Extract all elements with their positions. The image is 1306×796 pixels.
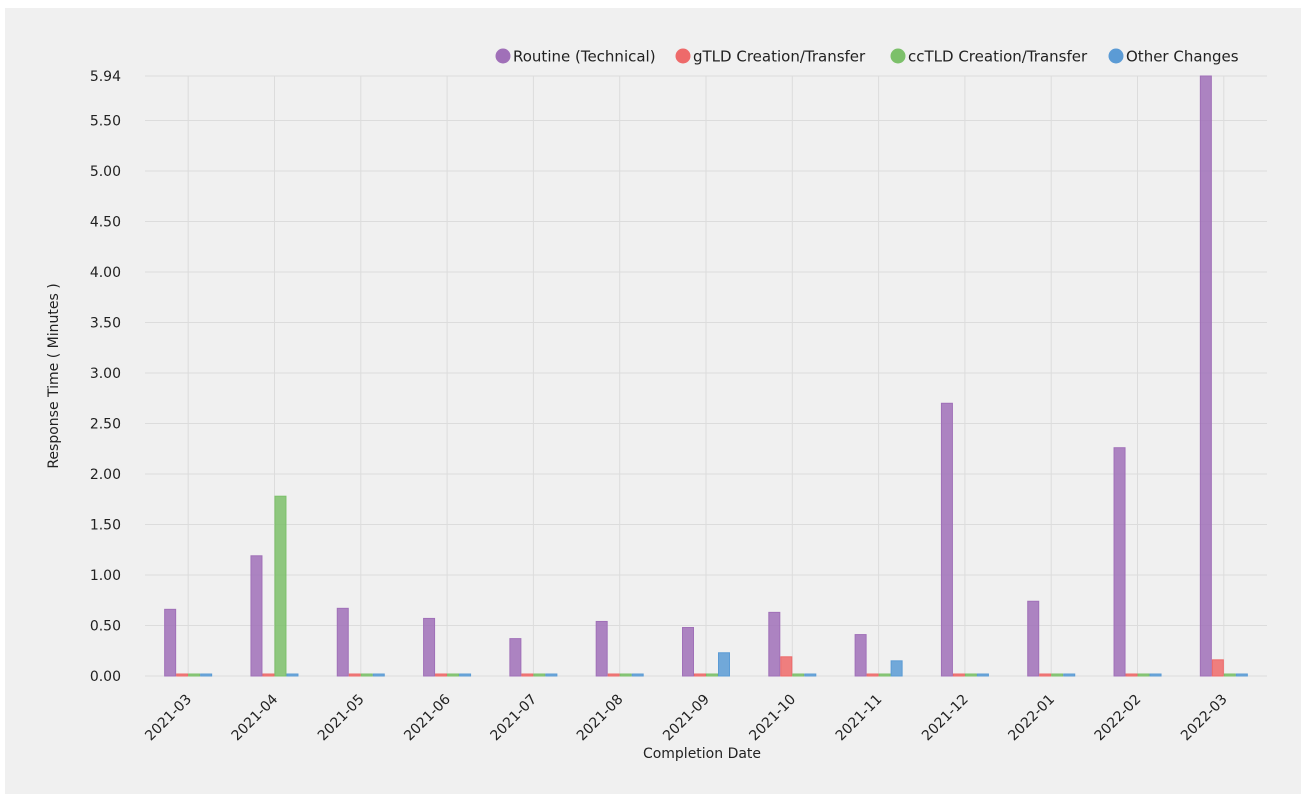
chart-panel	[5, 8, 1301, 794]
bar-other-changes-2021-04	[286, 673, 299, 677]
bar-gtld-creation-transfer-2021-03	[176, 673, 189, 677]
y-tick-label: 5.00	[90, 164, 121, 180]
legend-label: Other Changes	[1126, 48, 1239, 66]
bar-cctld-creation-transfer-2021-06	[447, 673, 460, 677]
bar-routine-technical-2021-12	[940, 402, 953, 677]
bar-gtld-creation-transfer-2021-05	[348, 673, 361, 677]
x-tick-label: 2021-04	[229, 691, 282, 744]
bar-cctld-creation-transfer-2022-02	[1137, 673, 1150, 677]
x-tick-label: 2022-02	[1092, 692, 1145, 745]
bar-other-changes-2022-01	[1063, 673, 1076, 677]
bar-cctld-creation-transfer-2021-08	[619, 673, 632, 677]
bar-gtld-creation-transfer-2022-03	[1211, 659, 1224, 677]
bar-other-changes-2021-05	[372, 673, 385, 677]
legend-label: Routine (Technical)	[513, 48, 656, 66]
x-tick-label: 2021-10	[746, 692, 799, 745]
legend: Routine (Technical) gTLD Creation/Transfe…	[495, 48, 1239, 66]
y-tick-label: 0.00	[90, 669, 121, 685]
bar-other-changes-2021-11	[890, 660, 903, 677]
y-axis-ticks: 0.00 0.50 1.00 1.50 2.00 2.50 3.00 3.50 4.00 4.50…	[90, 69, 121, 685]
bar-other-changes-2021-03	[200, 673, 213, 677]
bar-routine-technical-2021-06	[423, 617, 436, 677]
bar-cctld-creation-transfer-2021-03	[188, 673, 201, 677]
legend-label: ccTLD Creation/Transfer	[908, 48, 1088, 66]
bar-routine-technical-2021-04	[250, 555, 263, 677]
bar-other-changes-2021-09	[718, 652, 730, 677]
bar-cctld-creation-transfer-2021-11	[878, 673, 891, 677]
y-tick-label: 0.50	[90, 618, 121, 634]
bar-cctld-creation-transfer-2021-10	[792, 673, 805, 677]
bar-gtld-creation-transfer-2021-06	[435, 673, 448, 677]
bar-routine-technical-2022-02	[1113, 447, 1126, 677]
legend-swatch	[890, 48, 906, 64]
bar-other-changes-2021-07	[545, 673, 558, 677]
bar-gtld-creation-transfer-2021-12	[952, 673, 965, 677]
bar-routine-technical-2021-08	[595, 620, 608, 677]
y-tick-label: 4.00	[90, 265, 121, 281]
bar-cctld-creation-transfer-2021-04	[274, 495, 287, 677]
bar-other-changes-2021-12	[976, 673, 989, 677]
x-tick-label: 2021-06	[401, 691, 454, 744]
bar-cctld-creation-transfer-2021-12	[964, 673, 977, 677]
x-axis-ticks: 2021-03 2021-04 2021-05 2021-06 2021-07 2021-…	[142, 691, 1230, 744]
bar-gtld-creation-transfer-2021-08	[607, 673, 620, 677]
bar-gtld-creation-transfer-2021-10	[780, 656, 793, 677]
bar-gtld-creation-transfer-2021-09	[694, 673, 706, 677]
bar-other-changes-2021-10	[804, 673, 817, 677]
bar-gtld-creation-transfer-2021-07	[521, 673, 534, 677]
bar-routine-technical-2022-03	[1199, 75, 1212, 677]
bars	[164, 75, 1248, 677]
x-tick-label: 2021-09	[660, 692, 713, 745]
bar-gtld-creation-transfer-2021-04	[262, 673, 275, 677]
bar-cctld-creation-transfer-2022-03	[1223, 673, 1236, 677]
legend-swatch	[1108, 48, 1124, 64]
x-tick-label: 2022-01	[1005, 692, 1058, 745]
y-tick-label: 3.00	[90, 366, 121, 382]
x-tick-label: 2021-08	[574, 692, 627, 745]
legend-label: gTLD Creation/Transfer	[693, 48, 866, 66]
gridlines	[145, 75, 1267, 677]
y-tick-label: 3.50	[90, 315, 121, 331]
x-tick-label: 2021-11	[833, 692, 886, 745]
x-tick-label: 2021-12	[919, 692, 972, 745]
x-tick-label: 2021-03	[142, 692, 195, 745]
bar-routine-technical-2021-09	[682, 627, 694, 677]
y-tick-label: 5.50	[90, 113, 121, 129]
bar-routine-technical-2021-07	[509, 638, 522, 677]
bar-other-changes-2022-02	[1149, 673, 1162, 677]
y-tick-label: 1.00	[90, 568, 121, 584]
bar-other-changes-2021-08	[631, 673, 644, 677]
bar-routine-technical-2022-01	[1027, 600, 1040, 677]
bar-cctld-creation-transfer-2021-09	[706, 673, 718, 677]
y-tick-label: 5.94	[90, 69, 121, 85]
legend-swatch	[495, 48, 511, 64]
bar-routine-technical-2021-03	[164, 608, 177, 677]
bar-gtld-creation-transfer-2022-02	[1125, 673, 1138, 677]
bar-cctld-creation-transfer-2021-07	[533, 673, 546, 677]
bar-other-changes-2021-06	[459, 673, 472, 677]
bar-routine-technical-2021-10	[768, 611, 781, 677]
bar-routine-technical-2021-11	[854, 634, 867, 677]
bar-routine-technical-2021-05	[336, 607, 349, 677]
bar-gtld-creation-transfer-2022-01	[1039, 673, 1052, 677]
x-tick-label: 2022-03	[1178, 692, 1231, 745]
y-tick-label: 2.00	[90, 467, 121, 483]
bar-cctld-creation-transfer-2021-05	[360, 673, 373, 677]
y-tick-label: 2.50	[90, 416, 121, 432]
bar-other-changes-2022-03	[1235, 673, 1248, 677]
legend-swatch	[675, 48, 691, 64]
y-axis-label: Response Time ( Minutes )	[46, 283, 62, 468]
y-tick-label: 1.50	[90, 517, 121, 533]
x-tick-label: 2021-05	[315, 692, 368, 745]
x-tick-label: 2021-07	[488, 692, 541, 745]
y-tick-label: 4.50	[90, 214, 121, 230]
x-axis-label: Completion Date	[643, 746, 761, 762]
bar-cctld-creation-transfer-2022-01	[1051, 673, 1064, 677]
bar-gtld-creation-transfer-2021-11	[866, 673, 879, 677]
